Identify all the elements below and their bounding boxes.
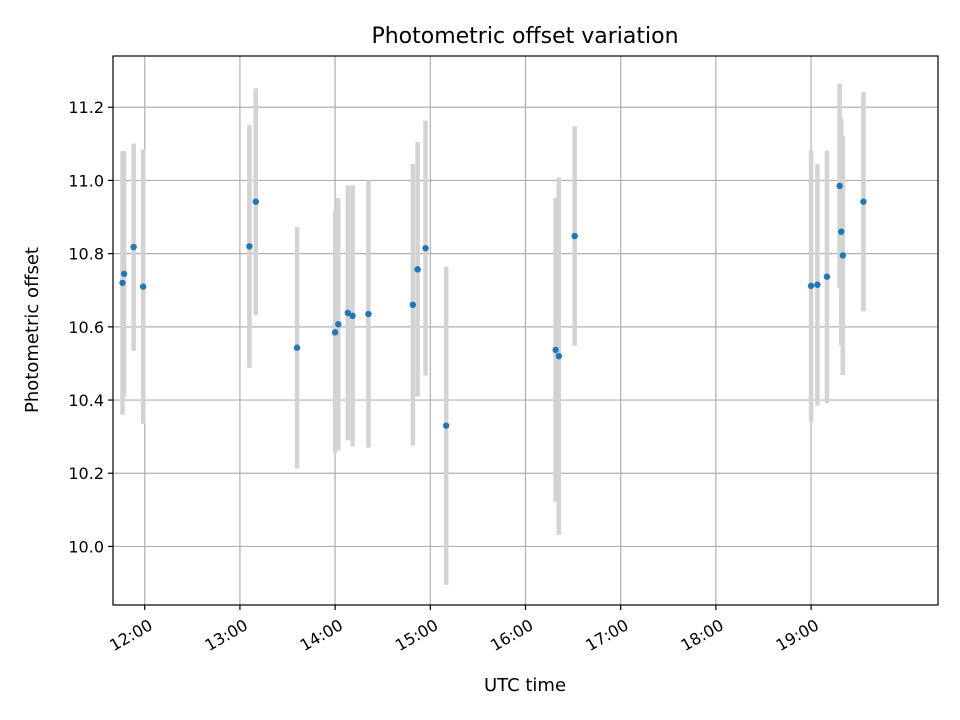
x-tick-label: 13:00 bbox=[201, 615, 250, 655]
x-tick-label: 18:00 bbox=[677, 615, 726, 655]
errorbar-layer bbox=[120, 83, 866, 585]
x-tick-label: 14:00 bbox=[297, 615, 346, 655]
data-point bbox=[422, 244, 429, 252]
data-point bbox=[814, 281, 821, 288]
x-axis-label: UTC time bbox=[484, 675, 566, 696]
data-point bbox=[409, 301, 417, 309]
data-point bbox=[571, 232, 578, 240]
y-axis-label: Photometric offset bbox=[22, 247, 43, 413]
chart-title: Photometric offset variation bbox=[371, 24, 678, 49]
point-layer bbox=[119, 182, 867, 429]
x-tick-label: 19:00 bbox=[773, 615, 822, 655]
data-point bbox=[349, 312, 356, 320]
data-point bbox=[365, 310, 372, 318]
x-axis: 12:00 13:00 14:00 15:00 16:00 17:00 18:00 19:00 bbox=[106, 605, 822, 655]
data-point bbox=[839, 252, 847, 259]
grid-layer bbox=[113, 56, 938, 605]
data-point bbox=[836, 182, 843, 190]
data-point bbox=[838, 228, 845, 235]
x-tick-label: 17:00 bbox=[582, 615, 631, 655]
y-tick-label: 10.0 bbox=[68, 537, 104, 556]
y-tick-label: 10.4 bbox=[68, 391, 104, 410]
y-tick-label: 10.2 bbox=[68, 464, 104, 483]
data-point bbox=[442, 422, 450, 429]
data-point bbox=[860, 198, 867, 205]
x-tick-label: 12:00 bbox=[106, 615, 155, 655]
data-point bbox=[246, 243, 253, 250]
y-tick-label: 11.2 bbox=[68, 98, 104, 117]
data-point bbox=[139, 283, 147, 290]
data-point bbox=[252, 198, 259, 205]
x-tick-label: 16:00 bbox=[487, 615, 536, 655]
data-point bbox=[823, 273, 831, 280]
y-tick-label: 10.8 bbox=[68, 245, 104, 264]
data-point bbox=[293, 344, 301, 351]
y-tick-label: 11.0 bbox=[68, 171, 104, 190]
data-point bbox=[119, 279, 126, 287]
data-point bbox=[331, 329, 339, 336]
data-point bbox=[552, 346, 559, 354]
data-point bbox=[130, 243, 137, 251]
data-point bbox=[335, 321, 342, 328]
y-axis: 10.0 10.2 10.4 10.6 10.8 11.0 11.2 bbox=[68, 98, 113, 556]
data-point bbox=[414, 266, 421, 273]
data-point bbox=[344, 309, 352, 317]
data-point bbox=[807, 282, 815, 290]
y-tick-label: 10.6 bbox=[68, 318, 104, 337]
data-point bbox=[120, 270, 128, 277]
data-point bbox=[555, 352, 563, 360]
x-tick-label: 15:00 bbox=[392, 615, 441, 655]
